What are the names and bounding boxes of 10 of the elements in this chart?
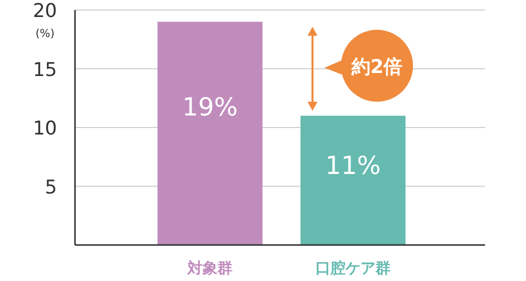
x-tick-label: 対象群 <box>186 259 232 277</box>
x-tick-label: 口腔ケア群 <box>316 259 390 277</box>
y-tick-label: 15 <box>32 58 57 81</box>
annotation: 約2倍 <box>350 56 403 78</box>
y-tick-label: 10 <box>32 118 57 140</box>
data-label: 11% <box>325 150 381 180</box>
data-label: 19% <box>182 92 238 122</box>
y-axis-title: (%) <box>35 27 55 40</box>
y-tick-label: 20 <box>32 0 57 22</box>
y-tick-label: 5 <box>44 176 57 198</box>
